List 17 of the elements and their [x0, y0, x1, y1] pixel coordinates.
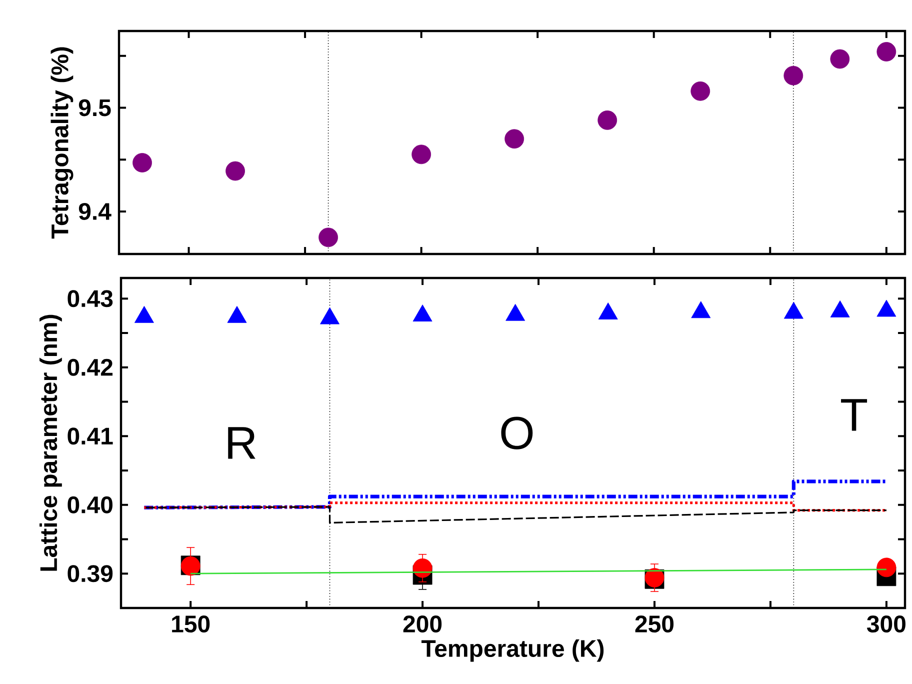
x-tick-label: 200 [403, 616, 442, 633]
annotation: R [228, 427, 256, 459]
y-tick-label: 9.4 [78, 202, 112, 220]
annotation: O [501, 416, 533, 450]
y-tick-label: 9.5 [78, 99, 111, 116]
y-axis-title: Lattice parameter (nm) [40, 314, 62, 571]
annotation: T [841, 399, 868, 431]
x-tick-label: 300 [866, 616, 906, 633]
x-tick-label: 250 [635, 616, 674, 633]
y-tick-label: 0.39 [68, 565, 113, 582]
y-tick-label: 0.41 [68, 428, 113, 445]
x-tick-label: 150 [172, 616, 210, 633]
y-tick-label: 0.42 [68, 358, 113, 376]
y-tick-label: 0.40 [68, 496, 112, 514]
x-axis-title: Temperature (K) [421, 639, 604, 662]
y-axis-title: Tetragonality (%) [50, 47, 74, 239]
y-tick-label: 0.43 [68, 290, 113, 308]
